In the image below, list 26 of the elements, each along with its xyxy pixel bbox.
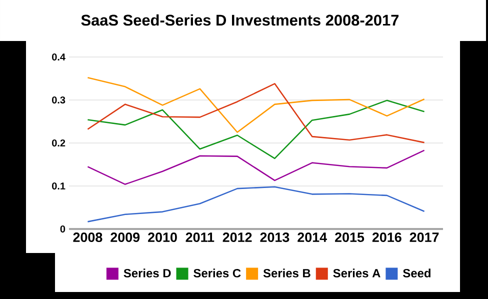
- x-tick-label: 2015: [335, 232, 364, 242]
- x-tick-label: 2012: [222, 232, 252, 242]
- x-tick-label: 2013: [260, 232, 290, 242]
- line-series: [87, 150, 425, 185]
- line-series: [87, 100, 425, 160]
- chart-title: SaaS Seed-Series D Investments 2008-2017: [81, 14, 399, 26]
- legend-label: Series B: [263, 268, 310, 278]
- x-tick-label: 2010: [148, 232, 177, 242]
- x-tick-label: 2011: [186, 232, 214, 242]
- line-series: [87, 83, 425, 144]
- legend-label: Seed: [403, 268, 430, 278]
- line-series: [87, 186, 425, 222]
- x-tick-label: 2008: [73, 232, 102, 242]
- x-tick-label: 2009: [110, 232, 140, 242]
- legend-label: Series A: [333, 268, 380, 278]
- x-tick-label: 2016: [372, 232, 402, 242]
- x-tick-label: 2017: [410, 232, 439, 242]
- y-tick-label: 0.3: [52, 96, 66, 104]
- legend-label: Series D: [124, 268, 171, 278]
- y-tick-label: 0.2: [52, 139, 66, 147]
- y-tick-label: 0: [60, 225, 66, 233]
- y-tick-label: 0.1: [52, 182, 66, 190]
- legend-label: Series C: [194, 268, 241, 278]
- x-tick-label: 2014: [298, 232, 327, 242]
- y-tick-label: 0.4: [52, 53, 66, 61]
- line-series: [87, 76, 425, 133]
